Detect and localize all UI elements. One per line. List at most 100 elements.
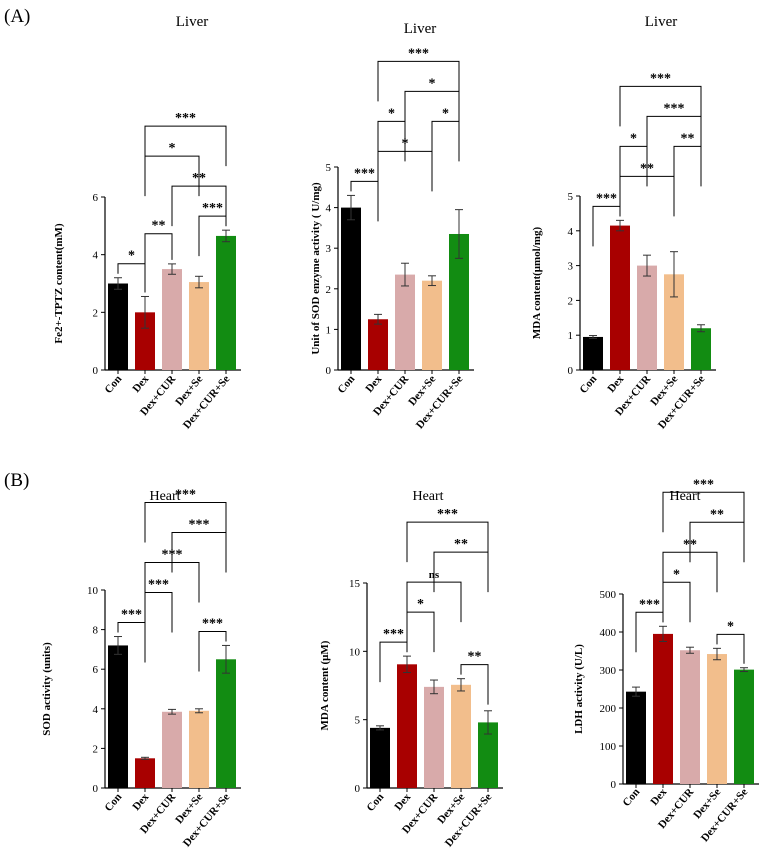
- significance-label: *: [630, 131, 637, 146]
- bar-dex-cur: [395, 274, 415, 370]
- bar-dex-cur: [162, 711, 182, 788]
- significance-label: *: [673, 567, 680, 582]
- significance-bracket: [689, 521, 745, 563]
- y-tick-label: 5: [326, 162, 332, 174]
- significance-bracket: [144, 233, 173, 274]
- x-tick-label: Dex: [605, 373, 626, 395]
- y-tick-label: 2: [568, 295, 574, 307]
- y-axis-label: LDH activity (U/L): [573, 644, 585, 734]
- y-tick-label: 4: [568, 226, 574, 238]
- y-axis-label: SOD activity (units): [41, 642, 53, 736]
- significance-bracket: [662, 491, 745, 533]
- significance-label: *: [442, 106, 449, 121]
- significance-label: *: [417, 597, 424, 612]
- bar-dex-cur: [424, 686, 444, 788]
- significance-label: ***: [664, 101, 685, 116]
- bar-con: [626, 691, 646, 784]
- bar-dex-cur-se: [216, 235, 236, 370]
- y-tick-label: 4: [326, 203, 332, 215]
- chart-title: Liver: [645, 14, 677, 30]
- significance-label: *: [169, 141, 176, 156]
- y-tick-label: 1: [326, 324, 332, 336]
- significance-label: ***: [596, 191, 617, 206]
- bar-dex-cur-se: [734, 669, 754, 784]
- significance-label: ***: [408, 46, 429, 61]
- y-tick-label: 10: [349, 646, 361, 658]
- panel-label-b: (B): [4, 470, 29, 491]
- bar-dex-cur-se: [449, 233, 469, 370]
- chart-title: Heart: [149, 489, 180, 504]
- significance-bracket: [406, 521, 489, 563]
- y-tick-label: 400: [600, 627, 617, 639]
- y-tick-label: 0: [326, 365, 332, 377]
- y-tick-label: 0: [93, 365, 99, 377]
- significance-bracket: [619, 85, 702, 127]
- significance-label: ***: [148, 578, 169, 593]
- bar-dex-cur: [162, 269, 182, 370]
- bar-dex-se: [707, 654, 727, 784]
- y-tick-label: 4: [93, 250, 99, 262]
- x-tick-label: Con: [578, 373, 600, 396]
- bar-con: [108, 645, 128, 788]
- significance-bracket: [673, 145, 702, 187]
- significance-bracket: [433, 551, 489, 593]
- y-tick-label: 3: [568, 261, 574, 273]
- significance-label: **: [454, 537, 468, 552]
- bar-dex-cur: [680, 650, 700, 784]
- y-tick-label: 1: [568, 330, 574, 342]
- significance-bracket: [406, 611, 435, 653]
- bar-dex: [135, 312, 155, 370]
- significance-label: **: [152, 219, 166, 234]
- y-tick-label: 2: [326, 284, 332, 296]
- y-tick-label: 2: [93, 307, 99, 319]
- significance-bracket: [716, 633, 745, 664]
- bar-dex-cur: [637, 265, 657, 370]
- significance-label: ***: [354, 166, 375, 181]
- significance-label: ***: [650, 71, 671, 86]
- bar-dex-se: [189, 282, 209, 370]
- y-tick-label: 0: [355, 783, 361, 795]
- y-tick-label: 6: [93, 664, 99, 676]
- significance-bracket: [144, 502, 227, 543]
- significance-label: ***: [175, 488, 196, 503]
- y-tick-label: 500: [600, 589, 617, 601]
- significance-label: ***: [437, 507, 458, 522]
- x-tick-label: Con: [621, 786, 643, 809]
- x-tick-label: Dex: [130, 373, 151, 395]
- significance-bracket: [350, 180, 379, 222]
- significance-bracket: [117, 263, 146, 293]
- bar-dex: [653, 633, 673, 784]
- x-tick-label: Dex: [648, 786, 669, 808]
- y-tick-label: 100: [600, 741, 617, 753]
- y-tick-label: 8: [93, 625, 99, 637]
- x-tick-label: Dex: [363, 373, 384, 395]
- significance-bracket: [117, 622, 146, 663]
- significance-bracket: [144, 155, 200, 197]
- y-tick-label: 15: [349, 578, 361, 590]
- significance-label: **: [710, 507, 724, 522]
- y-axis-label: MDA content(μmol/mg): [531, 227, 543, 340]
- y-axis-label: Unit of SOD enzyme activity ( U/mg): [310, 182, 322, 355]
- bar-con: [583, 336, 603, 370]
- significance-label: ***: [121, 608, 142, 623]
- bar-con: [108, 283, 128, 370]
- y-tick-label: 0: [93, 783, 99, 795]
- bar-dex-cur-se: [216, 659, 236, 788]
- chart-title: Heart: [412, 489, 443, 504]
- significance-label: *: [388, 106, 395, 121]
- significance-label: ***: [189, 518, 210, 533]
- bar-dex-se: [189, 710, 209, 788]
- panel-label-a: (A): [4, 6, 30, 27]
- significance-bracket: [662, 581, 691, 623]
- significance-bracket: [144, 592, 173, 633]
- bar-con: [341, 207, 361, 370]
- significance-bracket: [144, 125, 227, 167]
- y-tick-label: 2: [93, 743, 99, 755]
- significance-bracket: [460, 664, 489, 705]
- significance-label: ***: [693, 477, 714, 492]
- x-tick-label: Dex: [392, 791, 413, 813]
- significance-bracket: [171, 532, 227, 573]
- significance-label: ***: [639, 597, 660, 612]
